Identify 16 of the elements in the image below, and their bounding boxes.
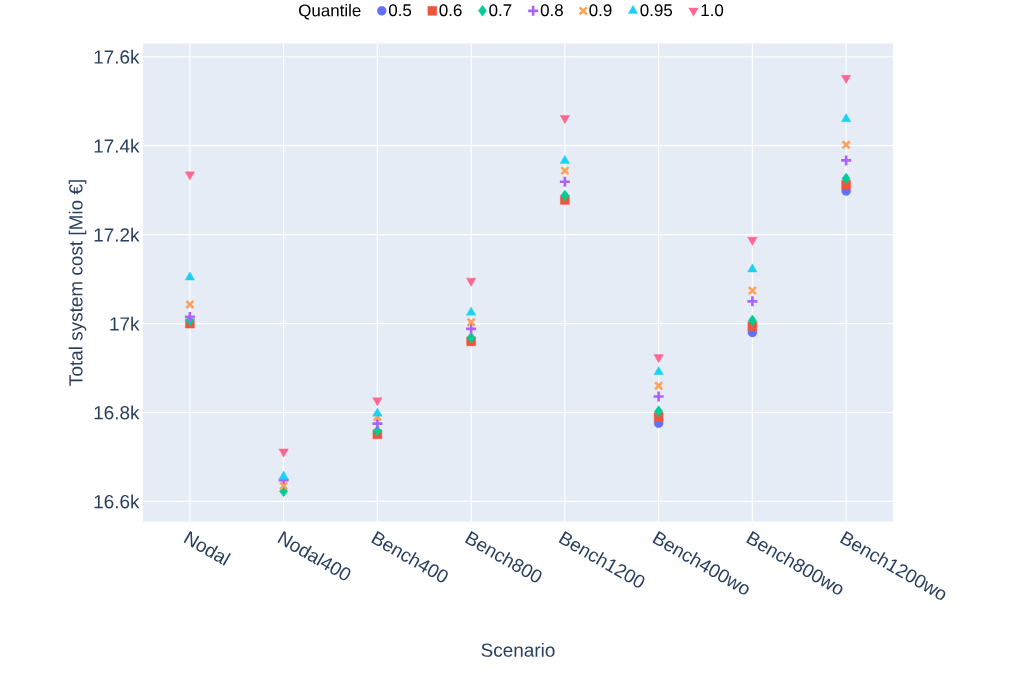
legend-label: 0.9 (589, 3, 612, 16)
legend-label: 0.6 (439, 3, 462, 16)
legend-label: 0.8 (540, 3, 563, 16)
y-tick-label: 16.6k (94, 494, 140, 509)
legend-label: 0.95 (640, 3, 673, 16)
legend-title: Quantile (299, 3, 361, 20)
y-tick-label: 17.2k (94, 227, 140, 242)
legend-label: 0.7 (489, 3, 512, 16)
legend-label: 0.5 (388, 3, 412, 16)
y-tick-label: 17.6k (94, 49, 140, 64)
y-tick-label: 16.8k (94, 405, 140, 420)
y-tick-label: 17.4k (94, 138, 140, 153)
y-tick-label: 17k (110, 316, 140, 331)
x-axis-title: Scenario (481, 642, 555, 657)
y-axis-title: Total system cost [Mio €] (68, 179, 87, 386)
legend-label: 1.0 (701, 3, 724, 16)
